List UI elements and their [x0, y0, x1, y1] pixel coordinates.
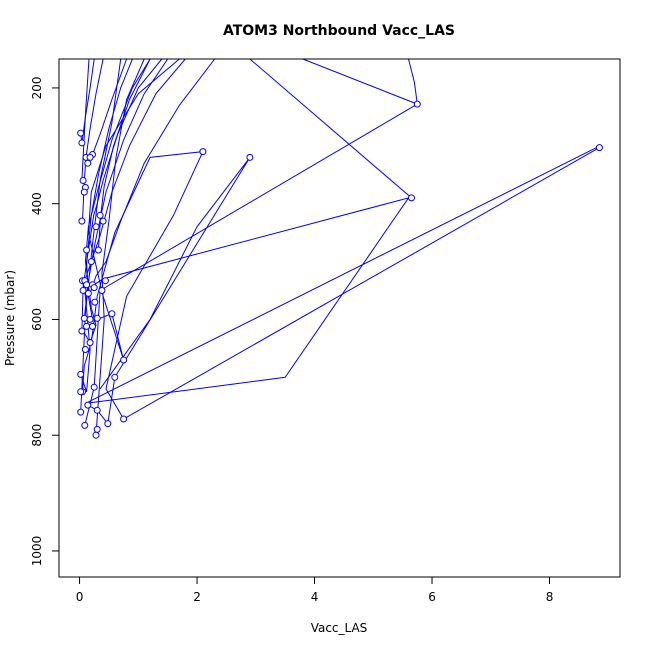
data-point-49: [92, 431, 100, 439]
y-tick-label: 200: [30, 76, 44, 99]
data-point-12: [99, 217, 107, 225]
series-line-17: [408, 59, 418, 105]
data-point-41: [77, 388, 85, 396]
x-tick-label: 2: [193, 590, 201, 604]
marker-layer: [77, 100, 603, 439]
y-axis: 200 400 600 800 1000: [30, 76, 60, 567]
y-tick-label: 1000: [30, 536, 44, 567]
data-point-7: [79, 177, 87, 184]
data-point-46: [104, 420, 112, 428]
data-point-23: [79, 287, 87, 294]
series-line-15: [82, 59, 151, 344]
data-point-33: [86, 339, 94, 347]
data-point-47: [81, 421, 89, 429]
chart-title: ATOM3 Northbound Vacc_LAS: [223, 23, 455, 39]
data-point-42: [84, 401, 92, 409]
x-tick-label: 4: [311, 590, 319, 604]
data-point-16: [87, 258, 95, 266]
data-point-13: [92, 223, 100, 231]
data-point-38: [111, 373, 119, 381]
data-point-44: [77, 408, 85, 416]
data-point-11: [96, 211, 104, 219]
data-point-2: [78, 139, 86, 147]
data-point-14: [94, 246, 102, 254]
data-point-36: [120, 356, 128, 364]
series-line-13: [89, 59, 216, 294]
data-point-52: [408, 194, 415, 202]
data-point-15: [83, 246, 91, 254]
data-point-54: [595, 144, 603, 152]
data-point-27: [80, 314, 88, 322]
data-point-30: [108, 310, 116, 318]
data-point-24: [84, 289, 92, 297]
data-point-1: [77, 129, 85, 137]
data-point-43: [93, 406, 101, 414]
y-tick-label: 600: [30, 308, 44, 331]
data-point-32: [78, 327, 86, 335]
data-point-6: [86, 153, 94, 161]
data-point-10: [78, 217, 86, 225]
data-point-22: [90, 284, 98, 292]
data-point-48: [93, 425, 101, 433]
x-axis: 0 2 4 6 8: [76, 576, 554, 604]
x-tick-label: 0: [76, 590, 84, 604]
data-point-51: [246, 153, 254, 161]
data-point-50: [199, 148, 207, 156]
data-point-9: [80, 188, 88, 196]
data-point-45: [120, 415, 128, 423]
data-point-34: [89, 322, 96, 330]
data-point-53: [413, 100, 421, 108]
data-point-21: [101, 277, 109, 285]
series-line-18: [81, 59, 90, 181]
series-line-7: [81, 59, 163, 332]
data-point-37: [77, 370, 85, 378]
series-line-16: [249, 59, 412, 199]
x-axis-label: Vacc_LAS: [311, 621, 368, 635]
data-point-19: [83, 281, 91, 289]
y-axis-label: Pressure (mbar): [3, 270, 17, 366]
data-point-26: [91, 298, 99, 306]
y-tick-label: 800: [30, 424, 44, 447]
x-tick-label: 8: [546, 590, 554, 604]
data-point-39: [90, 383, 98, 391]
data-point-25: [98, 287, 106, 294]
data-point-31: [83, 322, 91, 330]
data-point-28: [86, 315, 94, 323]
data-point-35: [81, 346, 89, 353]
y-tick-label: 400: [30, 192, 44, 215]
x-tick-label: 6: [428, 590, 436, 604]
data-point-4: [84, 159, 92, 167]
data-point-29: [93, 314, 101, 322]
